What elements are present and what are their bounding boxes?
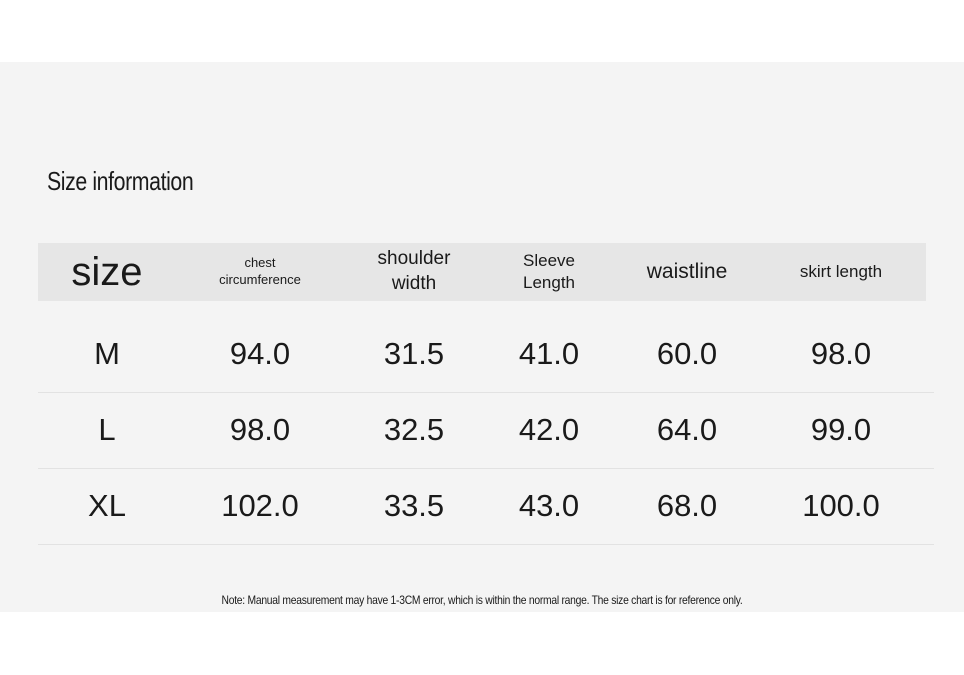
table-cell: 99.0 [810,412,872,447]
table-cell: 33.5 [383,488,445,523]
table-cell: 98.0 [810,336,872,371]
header-background [38,243,926,301]
table-cell: 100.0 [802,488,880,523]
table-cell: 68.0 [656,488,718,523]
table-cell: L [98,412,116,447]
column-header: waistline [646,260,728,284]
panel [0,62,964,612]
title: Size information [47,166,194,196]
table-cell: XL [88,488,126,523]
row-separator [38,468,934,469]
table-cell: 94.0 [229,336,291,371]
column-header: Sleeve Length [523,250,575,292]
table-cell: 43.0 [518,488,580,523]
table-cell: 102.0 [221,488,299,523]
table-cell: 41.0 [518,336,580,371]
column-header: size [71,250,143,294]
table-cell: M [94,336,120,371]
column-header: skirt length [799,261,883,281]
column-header: shoulder width [377,248,451,294]
table-cell: 31.5 [383,336,445,371]
note: Note: Manual measurement may have 1-3CM … [221,593,743,607]
table-cell: 60.0 [656,336,718,371]
row-separator [38,544,934,545]
table-cell: 64.0 [656,412,718,447]
row-separator [38,392,934,393]
table-cell: 42.0 [518,412,580,447]
table-cell: 98.0 [229,412,291,447]
table-cell: 32.5 [383,412,445,447]
column-header: chest circumference [219,255,301,287]
